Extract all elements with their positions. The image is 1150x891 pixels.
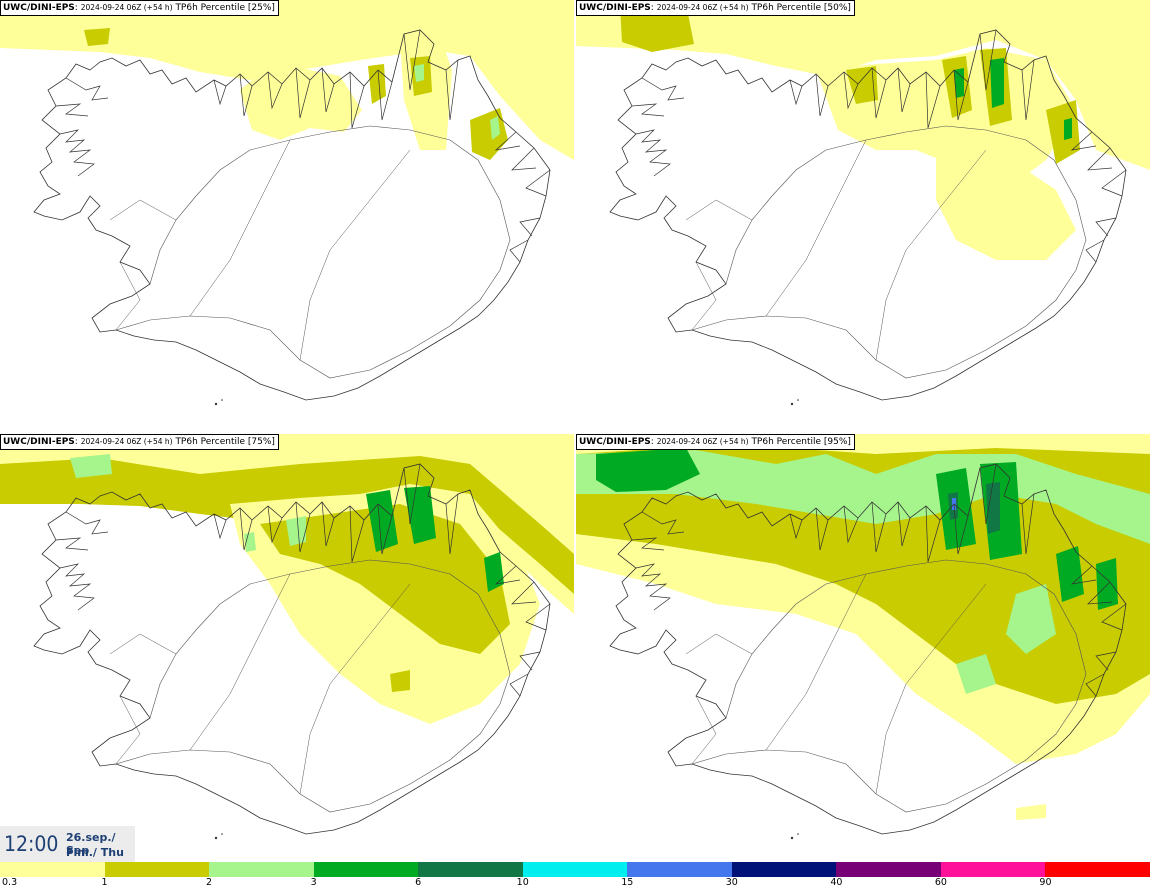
panel-title: UWC/DINI-EPS: 2024-09-24 06Z (+54 h) TP6… — [576, 434, 855, 450]
panel-title: UWC/DINI-EPS: 2024-09-24 06Z (+54 h) TP6… — [576, 0, 855, 16]
panel-divider — [574, 0, 576, 862]
panel-run: 2024-09-24 06Z (+54 h) — [656, 3, 749, 12]
legend-swatch — [418, 862, 524, 877]
legend-tick-label: 3 — [310, 877, 317, 888]
precip-map-25 — [0, 0, 574, 432]
legend-tick-label: 15 — [621, 877, 634, 888]
legend-swatch — [836, 862, 942, 877]
legend-tick-label: 2 — [206, 877, 213, 888]
legend-swatch — [731, 862, 837, 877]
legend-swatch — [1045, 862, 1150, 877]
panel-source: UWC/DINI-EPS — [3, 437, 75, 447]
panel-source: UWC/DINI-EPS — [579, 437, 651, 447]
legend-swatch — [313, 862, 419, 877]
panel-source: UWC/DINI-EPS — [579, 3, 651, 13]
legend-tick-label: 10 — [516, 877, 529, 888]
legend-tick-label: 60 — [934, 877, 947, 888]
panel-label: TP6h Percentile [95%] — [751, 437, 851, 447]
legend-swatch — [0, 862, 106, 877]
legend-tick-label: 40 — [830, 877, 843, 888]
precip-map-50 — [576, 0, 1150, 432]
legend-ticks: 0.3 1 2 3 6 10 15 30 40 60 90 — [0, 877, 1150, 891]
legend-tick-label: 30 — [725, 877, 738, 888]
panel-title: UWC/DINI-EPS: 2024-09-24 06Z (+54 h) TP6… — [0, 0, 279, 16]
panel-run: 2024-09-24 06Z (+54 h) — [656, 437, 749, 446]
panel-run: 2024-09-24 06Z (+54 h) — [80, 3, 173, 12]
precip-map-75 — [0, 434, 574, 866]
map-panel-95: UWC/DINI-EPS: 2024-09-24 06Z (+54 h) TP6… — [576, 434, 1150, 866]
legend-tick-label: 0.3 — [2, 877, 18, 888]
panel-run: 2024-09-24 06Z (+54 h) — [80, 437, 173, 446]
color-legend — [0, 862, 1150, 877]
legend-tick-label: 90 — [1039, 877, 1052, 888]
precip-map-95 — [576, 434, 1150, 866]
valid-time-box: 12:00 26.sep./ Sep Fim./ Thu — [0, 826, 135, 862]
legend-swatch — [627, 862, 733, 877]
legend-tick-label: 6 — [415, 877, 422, 888]
legend-tick-label: 1 — [101, 877, 108, 888]
legend-swatch — [209, 862, 315, 877]
valid-day: Fim./ Thu — [66, 846, 124, 859]
panel-label: TP6h Percentile [50%] — [751, 3, 851, 13]
map-panel-50: UWC/DINI-EPS: 2024-09-24 06Z (+54 h) TP6… — [576, 0, 1150, 432]
map-panel-25: UWC/DINI-EPS: 2024-09-24 06Z (+54 h) TP6… — [0, 0, 574, 432]
valid-date: 26.sep./ Sep — [66, 831, 116, 857]
panel-title: UWC/DINI-EPS: 2024-09-24 06Z (+54 h) TP6… — [0, 434, 279, 450]
legend-swatch — [522, 862, 628, 877]
panel-divider — [0, 432, 1150, 434]
panel-label: TP6h Percentile [25%] — [175, 3, 275, 13]
panel-label: TP6h Percentile [75%] — [175, 437, 275, 447]
legend-swatch — [104, 862, 210, 877]
legend-swatch — [940, 862, 1046, 877]
map-panel-75: UWC/DINI-EPS: 2024-09-24 06Z (+54 h) TP6… — [0, 434, 574, 866]
valid-time: 12:00 — [4, 832, 59, 856]
panel-source: UWC/DINI-EPS — [3, 3, 75, 13]
